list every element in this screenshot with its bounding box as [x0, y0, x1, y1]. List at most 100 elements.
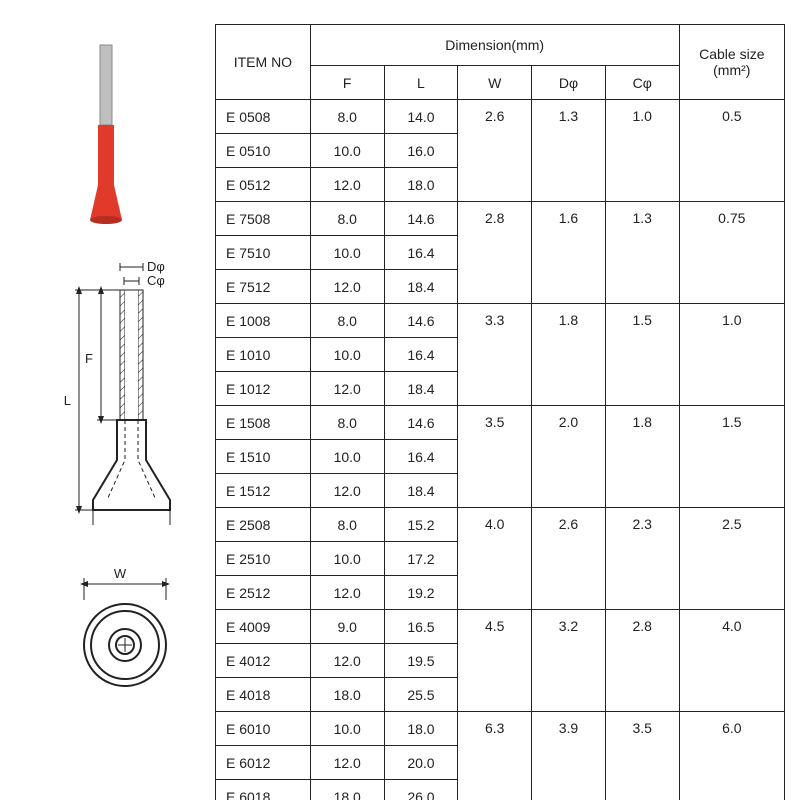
cell-item: E 2510 — [216, 542, 311, 576]
cell-f: 9.0 — [310, 610, 384, 644]
cell-d: 1.8 — [532, 304, 606, 406]
table-row: E 25088.015.24.02.62.32.5 — [216, 508, 785, 542]
table-row: E 75088.014.62.81.61.30.75 — [216, 202, 785, 236]
cell-l: 16.4 — [384, 236, 458, 270]
header-d: Dφ — [532, 66, 606, 100]
cell-c: 1.3 — [605, 202, 679, 304]
cell-l: 19.5 — [384, 644, 458, 678]
cell-l: 14.6 — [384, 406, 458, 440]
side-dimension-diagram: Dφ Cφ F L — [35, 255, 215, 535]
cell-c: 2.8 — [605, 610, 679, 712]
header-c: Cφ — [605, 66, 679, 100]
cell-item: E 7512 — [216, 270, 311, 304]
cell-l: 18.4 — [384, 270, 458, 304]
cell-l: 18.0 — [384, 712, 458, 746]
cell-c: 1.5 — [605, 304, 679, 406]
cell-d: 2.6 — [532, 508, 606, 610]
header-cable-l1: Cable size — [699, 46, 764, 62]
cell-f: 12.0 — [310, 644, 384, 678]
cell-f: 10.0 — [310, 440, 384, 474]
cell-l: 18.0 — [384, 168, 458, 202]
header-cable-l2: (mm²) — [713, 62, 750, 78]
cell-item: E 1512 — [216, 474, 311, 508]
cell-cable: 1.5 — [679, 406, 784, 508]
cell-l: 17.2 — [384, 542, 458, 576]
label-c: Cφ — [147, 273, 165, 288]
cell-d: 1.6 — [532, 202, 606, 304]
label-w: W — [114, 566, 127, 581]
table-row: E 601010.018.06.33.93.56.0 — [216, 712, 785, 746]
header-item: ITEM NO — [216, 25, 311, 100]
cell-l: 14.0 — [384, 100, 458, 134]
cell-l: 14.6 — [384, 202, 458, 236]
cell-item: E 4009 — [216, 610, 311, 644]
cell-item: E 0508 — [216, 100, 311, 134]
cell-cable: 1.0 — [679, 304, 784, 406]
table-row: E 05088.014.02.61.31.00.5 — [216, 100, 785, 134]
cell-f: 10.0 — [310, 134, 384, 168]
cell-item: E 1510 — [216, 440, 311, 474]
table-row: E 40099.016.54.53.22.84.0 — [216, 610, 785, 644]
cell-w: 6.3 — [458, 712, 532, 800]
cell-f: 18.0 — [310, 780, 384, 800]
cell-f: 8.0 — [310, 100, 384, 134]
header-cable: Cable size (mm²) — [679, 25, 784, 100]
cell-w: 3.3 — [458, 304, 532, 406]
cell-item: E 1012 — [216, 372, 311, 406]
cell-l: 19.2 — [384, 576, 458, 610]
cell-item: E 2508 — [216, 508, 311, 542]
cell-f: 8.0 — [310, 304, 384, 338]
cell-w: 2.6 — [458, 100, 532, 202]
cell-f: 12.0 — [310, 746, 384, 780]
cell-w: 3.5 — [458, 406, 532, 508]
cell-l: 16.4 — [384, 338, 458, 372]
cell-l: 20.0 — [384, 746, 458, 780]
cell-l: 26.0 — [384, 780, 458, 800]
cell-f: 12.0 — [310, 168, 384, 202]
cell-l: 14.6 — [384, 304, 458, 338]
cell-item: E 6010 — [216, 712, 311, 746]
cell-cable: 0.75 — [679, 202, 784, 304]
cell-c: 1.0 — [605, 100, 679, 202]
cell-f: 12.0 — [310, 270, 384, 304]
cell-cable: 4.0 — [679, 610, 784, 712]
cell-l: 16.4 — [384, 440, 458, 474]
cell-c: 2.3 — [605, 508, 679, 610]
cell-f: 12.0 — [310, 576, 384, 610]
end-view-diagram: W — [60, 560, 200, 700]
cell-f: 8.0 — [310, 508, 384, 542]
cell-item: E 6018 — [216, 780, 311, 800]
cell-w: 4.0 — [458, 508, 532, 610]
header-f: F — [310, 66, 384, 100]
cell-f: 18.0 — [310, 678, 384, 712]
cell-cable: 0.5 — [679, 100, 784, 202]
header-l: L — [384, 66, 458, 100]
cell-item: E 4018 — [216, 678, 311, 712]
cell-f: 10.0 — [310, 236, 384, 270]
cell-f: 12.0 — [310, 474, 384, 508]
header-w: W — [458, 66, 532, 100]
label-l: L — [64, 393, 71, 408]
cell-item: E 0512 — [216, 168, 311, 202]
cell-f: 10.0 — [310, 338, 384, 372]
cell-l: 18.4 — [384, 474, 458, 508]
cell-item: E 1008 — [216, 304, 311, 338]
cell-item: E 7510 — [216, 236, 311, 270]
cell-cable: 6.0 — [679, 712, 784, 800]
cell-item: E 7508 — [216, 202, 311, 236]
cell-f: 12.0 — [310, 372, 384, 406]
cell-item: E 1010 — [216, 338, 311, 372]
table-row: E 10088.014.63.31.81.51.0 — [216, 304, 785, 338]
cell-l: 16.0 — [384, 134, 458, 168]
cell-cable: 2.5 — [679, 508, 784, 610]
cell-d: 3.2 — [532, 610, 606, 712]
table-row: E 15088.014.63.52.01.81.5 — [216, 406, 785, 440]
spec-table-wrap: ITEM NO Dimension(mm) Cable size (mm²) F… — [215, 24, 785, 800]
spec-table: ITEM NO Dimension(mm) Cable size (mm²) F… — [215, 24, 785, 800]
cell-l: 15.2 — [384, 508, 458, 542]
ferrule-photo — [70, 40, 140, 230]
cell-item: E 1508 — [216, 406, 311, 440]
cell-f: 10.0 — [310, 542, 384, 576]
cell-c: 1.8 — [605, 406, 679, 508]
cell-d: 1.3 — [532, 100, 606, 202]
